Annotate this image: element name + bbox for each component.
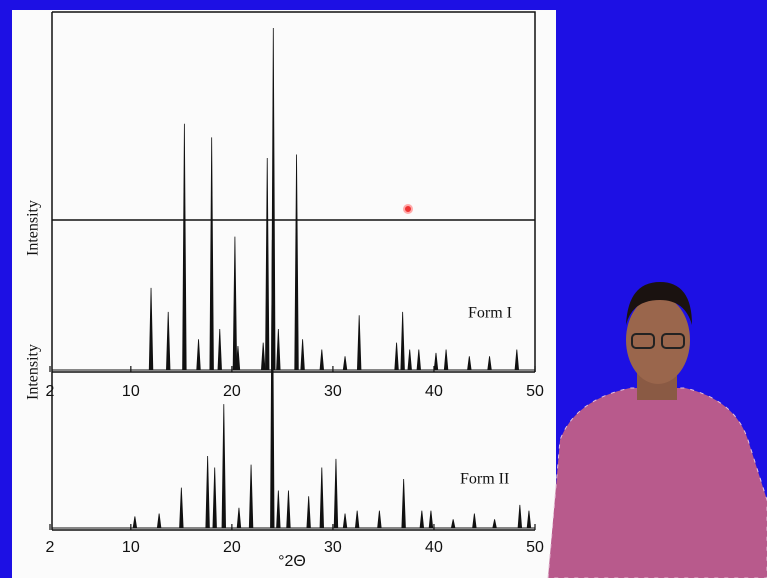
x-tick-label: 2 (46, 383, 55, 400)
shirt (548, 388, 767, 578)
x-tick-label: 10 (122, 383, 140, 400)
peak (300, 339, 305, 371)
x-tick-label: 40 (425, 539, 443, 556)
x-tick-label: 40 (425, 383, 443, 400)
peak (319, 349, 325, 371)
hair (626, 282, 692, 325)
peak (526, 510, 532, 529)
peak (209, 137, 214, 371)
peak (179, 487, 184, 529)
glasses (631, 333, 655, 349)
peak (492, 519, 497, 529)
x-tick-label: 50 (526, 539, 544, 556)
peak (166, 311, 171, 371)
x-tick-label: 30 (324, 383, 342, 400)
peak (401, 479, 406, 529)
series-annotation: Form I (468, 305, 512, 322)
peak (514, 349, 520, 371)
slide-paper (12, 10, 556, 578)
peak (443, 349, 449, 371)
peak (419, 510, 425, 529)
peak (356, 315, 362, 371)
pointer (403, 204, 413, 214)
peak (450, 519, 456, 529)
peak (270, 239, 275, 529)
peak (294, 154, 299, 371)
peak (156, 513, 162, 529)
peak (265, 157, 270, 371)
peak (221, 404, 226, 529)
shirt-check (547, 387, 767, 578)
peak (205, 455, 210, 529)
peak (148, 287, 154, 371)
peak (196, 339, 201, 371)
peak (400, 311, 405, 371)
x-tick-label: 30 (324, 539, 342, 556)
peak (217, 328, 222, 371)
peak (232, 236, 238, 371)
x-tick-label: 50 (526, 383, 544, 400)
peak (487, 356, 492, 371)
y-axis-label: Intensity (25, 200, 42, 256)
peak (319, 467, 325, 529)
peak (260, 342, 266, 371)
peak (248, 464, 254, 529)
peak (342, 513, 348, 529)
peak (377, 510, 382, 529)
peak (306, 496, 311, 529)
peak (333, 458, 339, 529)
x-axis-label: °2Θ (278, 553, 306, 570)
x-tick-label: 20 (223, 383, 241, 400)
peak (394, 342, 399, 371)
series-annotation: Form II (460, 471, 509, 488)
peak (342, 356, 348, 371)
peak (433, 352, 439, 371)
peak (182, 123, 187, 371)
peak (467, 356, 472, 371)
presenter (547, 282, 767, 578)
peak (428, 510, 434, 529)
peak (212, 467, 217, 529)
peak (236, 507, 242, 529)
peak (235, 346, 241, 371)
peak (472, 513, 477, 529)
peak (416, 349, 422, 371)
x-tick-label: 10 (122, 539, 140, 556)
y-axis-label: Intensity (25, 344, 42, 400)
peak (276, 490, 281, 529)
peak (407, 349, 412, 371)
face (626, 296, 690, 384)
frame (51, 11, 536, 372)
peak (517, 504, 523, 529)
peak (132, 516, 138, 529)
x-tick-label: 2 (46, 539, 55, 556)
peak (276, 328, 281, 371)
peak (286, 490, 291, 529)
glasses (661, 333, 685, 349)
x-tick-label: 20 (223, 539, 241, 556)
peak (354, 510, 360, 529)
